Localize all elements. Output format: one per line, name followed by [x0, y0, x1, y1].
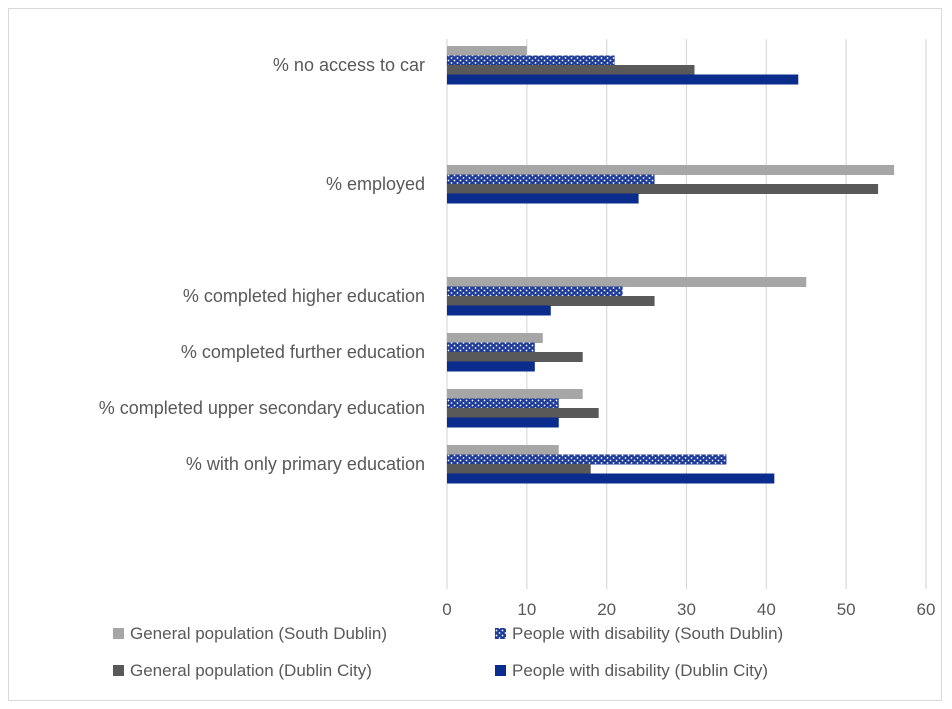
legend-label: People with disability (South Dublin)	[512, 624, 783, 643]
bar	[447, 417, 559, 428]
bar	[447, 174, 655, 185]
bar	[447, 408, 599, 418]
legend-swatch	[113, 628, 124, 639]
category-label: % employed	[326, 174, 425, 194]
bar	[447, 342, 535, 353]
bar	[447, 333, 543, 343]
x-tick-label: 0	[442, 600, 451, 619]
legend: General population (South Dublin) People …	[113, 624, 783, 680]
bar	[447, 464, 591, 474]
bar	[447, 296, 655, 306]
category-label: % no access to car	[273, 55, 425, 75]
bars	[447, 46, 895, 484]
x-tick-labels: 0 10 20 30 40 50 60	[442, 600, 935, 619]
bar	[447, 74, 799, 85]
category-labels: % no access to car % employed % completed …	[99, 55, 425, 474]
bar	[447, 352, 583, 362]
legend-label: General population (South Dublin)	[130, 624, 387, 643]
legend-swatch	[495, 665, 506, 676]
x-tick-label: 40	[757, 600, 776, 619]
x-tick-label: 50	[837, 600, 856, 619]
legend-swatch	[113, 665, 124, 676]
category-label: % completed higher education	[183, 286, 425, 306]
x-tick-label: 10	[517, 600, 536, 619]
bar	[447, 55, 615, 66]
bar	[447, 445, 559, 455]
bar	[447, 277, 807, 287]
bar	[447, 286, 623, 297]
category-label: % completed further education	[181, 342, 425, 362]
bar	[447, 473, 775, 484]
gridlines	[446, 39, 927, 589]
legend-label: General population (Dublin City)	[130, 661, 372, 680]
bar	[447, 184, 879, 194]
category-label: % completed upper secondary education	[99, 398, 425, 418]
bar	[447, 398, 559, 409]
legend-swatch	[495, 628, 506, 639]
bar-chart: % no access to car % employed % completed …	[99, 39, 935, 680]
chart-frame: % no access to car % employed % completed …	[8, 8, 942, 701]
bar	[447, 389, 583, 399]
bar	[447, 65, 695, 75]
bar	[447, 454, 727, 465]
x-tick-label: 30	[677, 600, 696, 619]
bar	[447, 193, 639, 204]
x-tick-label: 60	[917, 600, 936, 619]
category-label: % with only primary education	[186, 454, 425, 474]
legend-label: People with disability (Dublin City)	[512, 661, 768, 680]
bar	[447, 361, 535, 372]
x-tick-label: 20	[597, 600, 616, 619]
bar	[447, 165, 895, 175]
bar	[447, 305, 551, 316]
bar	[447, 46, 527, 56]
